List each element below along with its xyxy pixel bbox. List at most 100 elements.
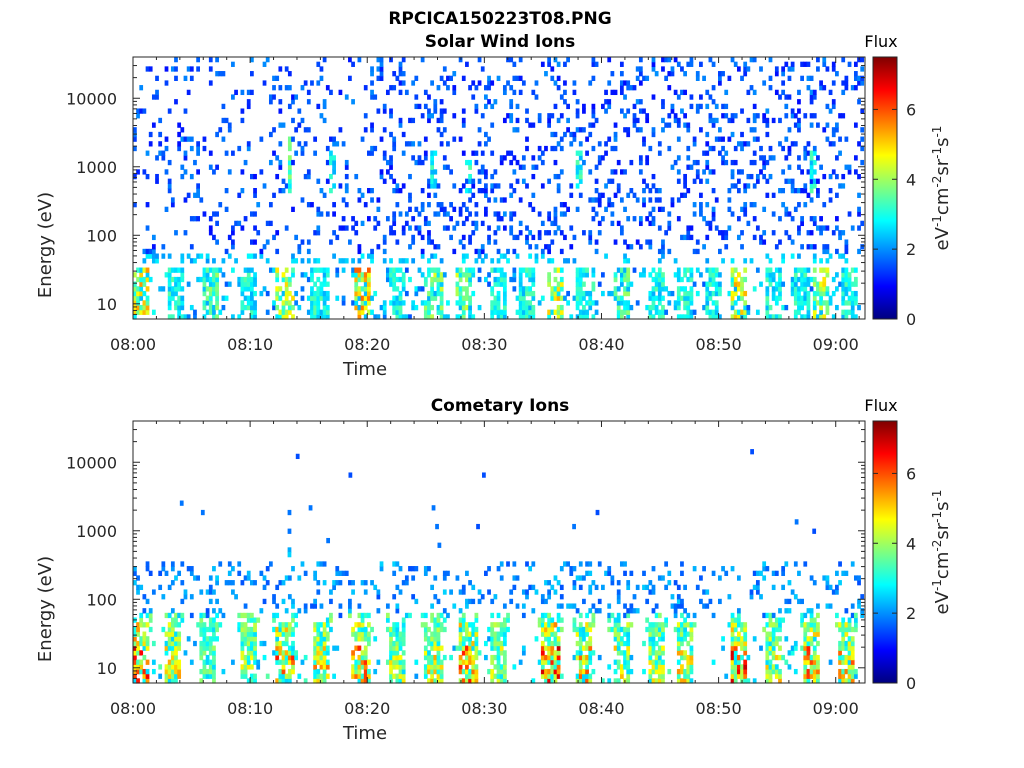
spectrogram-cell xyxy=(518,300,523,306)
spectrogram-cell xyxy=(344,183,349,189)
spectrogram-cell xyxy=(594,197,599,203)
spectrogram-cell xyxy=(547,178,552,184)
spectrogram-cell xyxy=(325,267,330,273)
spectrogram-cell xyxy=(857,304,861,311)
spectrogram-cell xyxy=(174,75,178,81)
spectrogram-cell xyxy=(502,617,507,623)
spectrogram-cell xyxy=(853,612,858,619)
spectrogram-cell xyxy=(695,159,700,166)
spectrogram-cell xyxy=(408,276,412,283)
spectrogram-cell xyxy=(142,636,147,642)
spectrogram-cell xyxy=(496,659,501,665)
spectrogram-cell xyxy=(231,566,235,572)
spectrogram-cell xyxy=(730,673,735,679)
spectrogram-cell xyxy=(847,281,852,287)
spectrogram-cell xyxy=(319,603,324,609)
spectrogram-cell xyxy=(442,575,447,581)
spectrogram-cell xyxy=(740,244,744,250)
spectrogram-cell xyxy=(275,626,280,633)
spectrogram-cell xyxy=(790,61,795,67)
spectrogram-cell xyxy=(588,239,593,245)
spectrogram-cell xyxy=(743,636,748,642)
spectrogram-cell xyxy=(376,75,381,81)
spectrogram-cell xyxy=(313,150,318,156)
spectrogram-cell xyxy=(208,598,213,605)
spectrogram-cell xyxy=(809,159,814,166)
spectrogram-cell xyxy=(607,197,612,203)
spectrogram-cell xyxy=(765,668,770,675)
spectrogram-cell xyxy=(686,612,691,619)
spectrogram-cell xyxy=(404,575,409,581)
spectrogram-cell xyxy=(553,211,558,217)
spectrogram-cell xyxy=(736,659,741,665)
spectrogram-cell xyxy=(310,314,314,320)
spectrogram-cell xyxy=(765,178,770,184)
spectrogram-cell xyxy=(699,61,703,67)
spectrogram-cell xyxy=(357,314,362,320)
spectrogram-cell xyxy=(262,183,267,189)
spectrogram-cell xyxy=(461,640,466,647)
spectrogram-cell xyxy=(588,122,593,128)
spectrogram-cell xyxy=(275,276,280,283)
spectrogram-cell xyxy=(382,304,387,311)
spectrogram-cell xyxy=(651,127,656,133)
spectrogram-cell xyxy=(295,453,300,460)
spectrogram-cell xyxy=(623,631,627,637)
spectrogram-cell xyxy=(250,239,254,245)
spectrogram-cell xyxy=(686,673,691,679)
spectrogram-cell xyxy=(319,286,324,292)
spectrogram-cell xyxy=(623,300,627,306)
spectrogram-cell xyxy=(619,108,624,114)
spectrogram-cell xyxy=(743,314,748,320)
spectrogram-cell xyxy=(332,645,336,651)
spectrogram-cell xyxy=(847,617,852,623)
spectrogram-cell xyxy=(518,164,523,170)
spectrogram-cell xyxy=(427,267,431,273)
spectrogram-cell xyxy=(771,631,776,637)
spectrogram-cell xyxy=(363,127,368,133)
spectrogram-cell xyxy=(306,276,311,283)
spectrogram-cell xyxy=(537,617,542,623)
spectrogram-cell xyxy=(623,659,627,665)
spectrogram-cell xyxy=(733,286,738,292)
spectrogram-cell xyxy=(200,509,205,516)
spectrogram-cell xyxy=(430,631,435,637)
spectrogram-cell xyxy=(645,216,650,222)
spectrogram-cell xyxy=(373,290,378,297)
spectrogram-cell xyxy=(512,272,517,278)
spectrogram-cell xyxy=(480,150,485,156)
spectrogram-cell xyxy=(142,594,147,600)
spectrogram-cell xyxy=(651,206,656,212)
spectrogram-cell xyxy=(158,117,163,124)
spectrogram-cell xyxy=(812,169,817,175)
spectrogram-cell xyxy=(809,617,814,623)
spectrogram-cell xyxy=(654,309,659,315)
spectrogram-cell xyxy=(136,276,140,283)
spectrogram-cell xyxy=(398,122,403,128)
spectrogram-cell xyxy=(193,159,197,166)
spectrogram-cell xyxy=(231,94,235,100)
spectrogram-cell xyxy=(762,117,767,124)
spectrogram-cell xyxy=(588,589,593,595)
spectrogram-cell xyxy=(133,127,137,133)
spectrogram-cell xyxy=(746,141,751,147)
spectrogram-cell xyxy=(423,668,428,675)
spectrogram-cell xyxy=(329,617,333,623)
spectrogram-cell xyxy=(512,188,517,194)
spectrogram-cell xyxy=(360,276,365,283)
spectrogram-cell xyxy=(186,192,191,198)
spectrogram-cell xyxy=(139,286,144,292)
spectrogram-cell xyxy=(284,267,289,273)
spectrogram-cell xyxy=(654,678,659,684)
spectrogram-cell xyxy=(547,272,552,278)
spectrogram-cell xyxy=(278,122,283,128)
spectrogram-cell xyxy=(702,244,706,250)
spectrogram-cell xyxy=(512,155,517,161)
spectrogram-cell xyxy=(392,631,397,637)
spectrogram-cell xyxy=(708,276,713,283)
spectrogram-cell xyxy=(607,664,612,670)
spectrogram-cell xyxy=(714,281,719,287)
spectrogram-cell xyxy=(246,89,251,96)
spectrogram-cell xyxy=(325,309,330,315)
spectrogram-cell xyxy=(547,640,552,647)
